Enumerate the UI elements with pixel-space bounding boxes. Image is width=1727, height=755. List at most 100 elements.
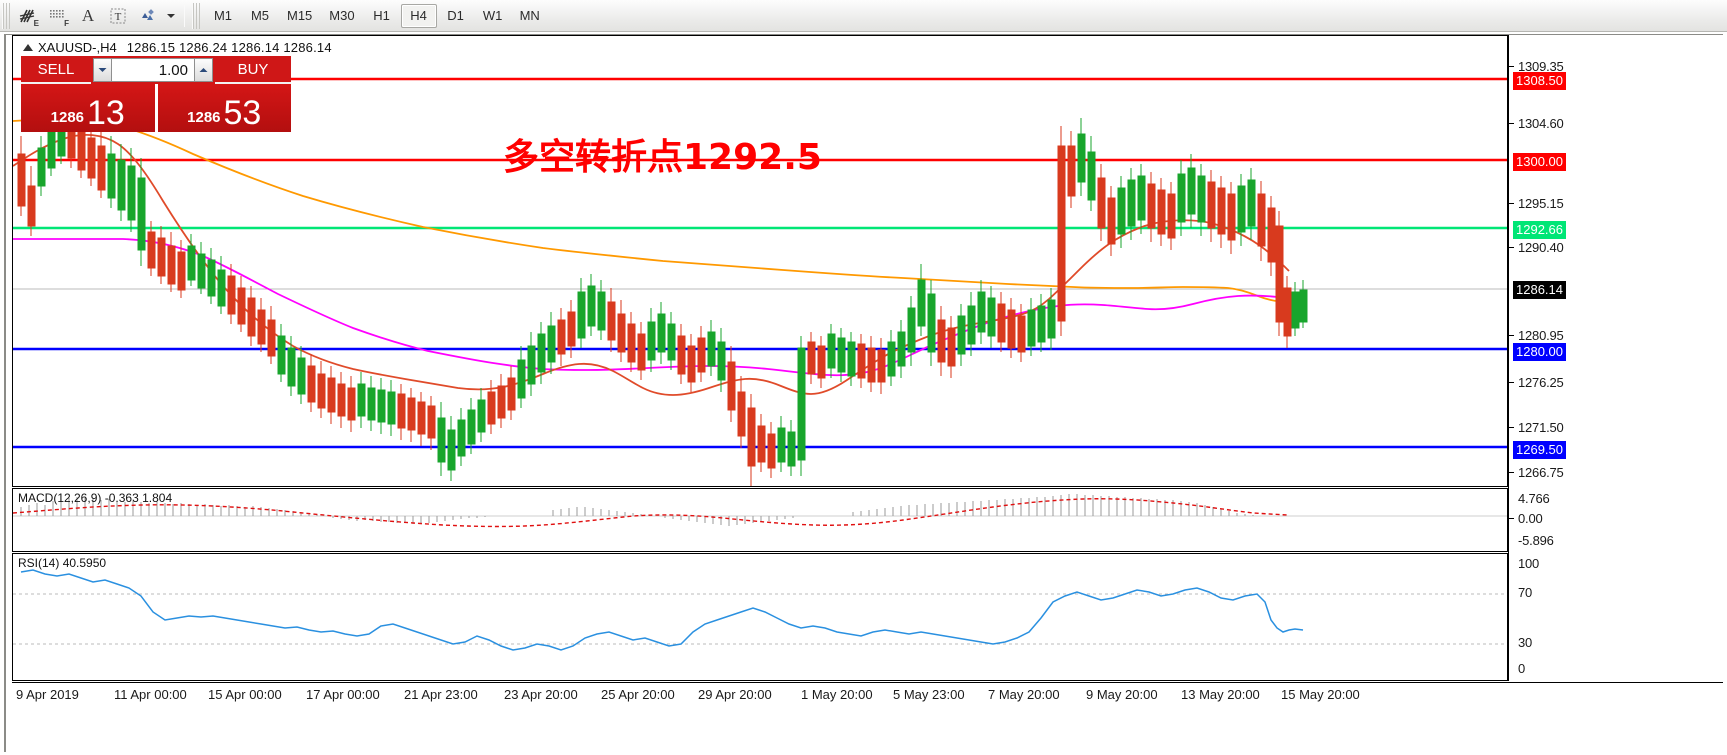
time-label-10: 7 May 20:00 [988,687,1060,702]
macd-histogram [20,494,1254,526]
price-tick-1271-50: 1271.50 [1518,420,1564,435]
macd-scale-zero: 0.00 [1518,511,1543,526]
rsi-chart-svg [13,569,1507,651]
tick-mark-1276-25 [1509,382,1514,383]
grid-indicator-sub: F [64,18,69,28]
expert-advisor-icon[interactable]: E [13,2,43,30]
rsi-pane[interactable]: RSI(14) 40.5950 [12,553,1508,681]
macd-name: MACD(12,26,9) [18,491,102,505]
macd-value-main: -0.363 [104,491,139,505]
collapse-triangle-icon[interactable] [23,44,33,51]
price-tick-1295-15: 1295.15 [1518,196,1564,211]
price-tick-1304-60: 1304.60 [1518,116,1564,131]
text-box-icon[interactable]: T [103,2,133,30]
price-chart-svg [13,77,1507,486]
time-label-7: 29 Apr 20:00 [698,687,772,702]
buy-price-decimal: 53 [223,94,262,132]
tick-mark-1266-75 [1509,472,1514,473]
trade-panel-price-row: 1286 13 1286 53 [21,84,291,132]
shapes-icon[interactable] [133,2,163,30]
toolbar-divider [184,4,185,27]
timeframe-m1[interactable]: M1 [213,8,233,23]
price-tick-1280-95: 1280.95 [1518,328,1564,343]
price-badge-1308-50: 1308.50 [1513,72,1566,90]
rsi-scale-30: 30 [1518,635,1533,650]
sell-price-integer: 1286 [50,109,85,126]
tick-mark-macd-zero [1509,518,1514,519]
price-tick-1290-40: 1290.40 [1518,240,1564,255]
time-label-5: 23 Apr 20:00 [504,687,578,702]
buy-button[interactable]: BUY [215,56,291,84]
timeframe-m15[interactable]: M15 [287,8,313,23]
time-label-1: 11 Apr 00:00 [114,687,187,702]
price-badge-1280-00: 1280.00 [1513,343,1566,361]
timeframe-h4[interactable]: H4 [400,3,437,28]
sell-price-cell[interactable]: 1286 13 [21,84,155,132]
time-label-3: 17 Apr 00:00 [306,687,380,702]
chevron-down-icon[interactable] [163,2,179,30]
timeframe-m30[interactable]: M30 [329,8,355,23]
tick-mark-1309-35 [1509,66,1514,67]
toolbar-grip-2[interactable] [192,2,201,29]
rsi-value: 40.5950 [62,556,107,570]
timeframe-mn[interactable]: MN [519,8,540,23]
rsi-name: RSI(14) [18,556,60,570]
buy-price-cell[interactable]: 1286 53 [154,84,291,132]
tick-mark-1271-50 [1509,427,1514,428]
tick-mark-1290-40 [1509,247,1514,248]
trade-panel-top-row: SELL 1.00 BUY [21,56,291,84]
price-badge-1300-00: 1300.00 [1513,153,1566,171]
symbol-name: XAUUSD-,H4 [38,40,117,55]
macd-pane[interactable]: MACD(12,26,9) -0.363 1.804 [12,488,1508,552]
price-badge-current: 1286.14 [1513,281,1566,299]
volume-decrement-button[interactable] [93,58,112,82]
timeframe-d1[interactable]: D1 [447,8,464,23]
timeframe-m5[interactable]: M5 [250,8,270,23]
main-toolbar: E F A T [0,0,1727,32]
chart-frame: XAUUSD-,H4 1286.15 1286.24 1286.14 1286.… [4,34,1723,752]
time-label-4: 21 Apr 23:00 [404,687,478,702]
time-label-8: 1 May 20:00 [801,687,873,702]
sell-button[interactable]: SELL [21,56,91,84]
toolbar-grip-1[interactable] [2,2,11,29]
macd-chart-svg [13,494,1507,528]
price-tick-1276-25: 1276.25 [1518,375,1564,390]
time-label-9: 5 May 23:00 [893,687,965,702]
time-label-11: 9 May 20:00 [1086,687,1158,702]
macd-scale-min: -5.896 [1518,533,1554,548]
buy-price-integer: 1286 [187,109,221,126]
time-label-0: 9 Apr 2019 [16,687,79,702]
price-pane[interactable]: XAUUSD-,H4 1286.15 1286.24 1286.14 1286.… [12,35,1508,487]
price-tick-1266-75: 1266.75 [1518,465,1564,480]
tick-mark-1304-60 [1509,123,1514,124]
rsi-scale-0: 0 [1518,661,1526,676]
chart-annotation-text: 多空转折点1292.5 [503,137,822,178]
volume-control[interactable]: 1.00 [91,56,215,84]
timeframe-h1[interactable]: H1 [373,8,390,23]
time-label-6: 25 Apr 20:00 [601,687,675,702]
sell-price-decimal: 13 [87,94,125,132]
volume-increment-button[interactable] [194,58,213,82]
timeframe-w1[interactable]: W1 [482,8,503,23]
time-label-12: 13 May 20:00 [1181,687,1260,702]
grid-indicator-icon[interactable]: F [43,2,73,30]
macd-scale-max: 4.766 [1518,491,1550,506]
one-click-trading-panel[interactable]: SELL 1.00 BUY 1286 13 [21,56,291,132]
rsi-scale-70: 70 [1518,585,1533,600]
macd-label: MACD(12,26,9) -0.363 1.804 [18,491,172,505]
ma-magenta-line [13,238,1294,377]
text-label-icon[interactable]: A [81,5,95,25]
price-badge-1269-50: 1269.50 [1513,441,1566,459]
price-scale-column[interactable]: 1309.35 1308.50 1304.60 1300.00 1295.15 … [1508,35,1723,681]
volume-input[interactable]: 1.00 [112,58,194,82]
rsi-scale-100: 100 [1518,556,1540,571]
price-tick-1309-35: 1309.35 [1518,59,1564,74]
macd-value-signal: 1.804 [142,491,173,505]
macd-signal-line [13,498,1288,528]
time-axis[interactable]: 9 Apr 2019 11 Apr 00:00 15 Apr 00:00 17 … [12,682,1723,710]
symbol-header: XAUUSD-,H4 1286.15 1286.24 1286.14 1286.… [23,40,332,55]
symbol-ohlc: 1286.15 1286.24 1286.14 1286.14 [126,40,332,55]
tick-mark-1280-95 [1509,335,1514,336]
rsi-line [20,569,1304,651]
